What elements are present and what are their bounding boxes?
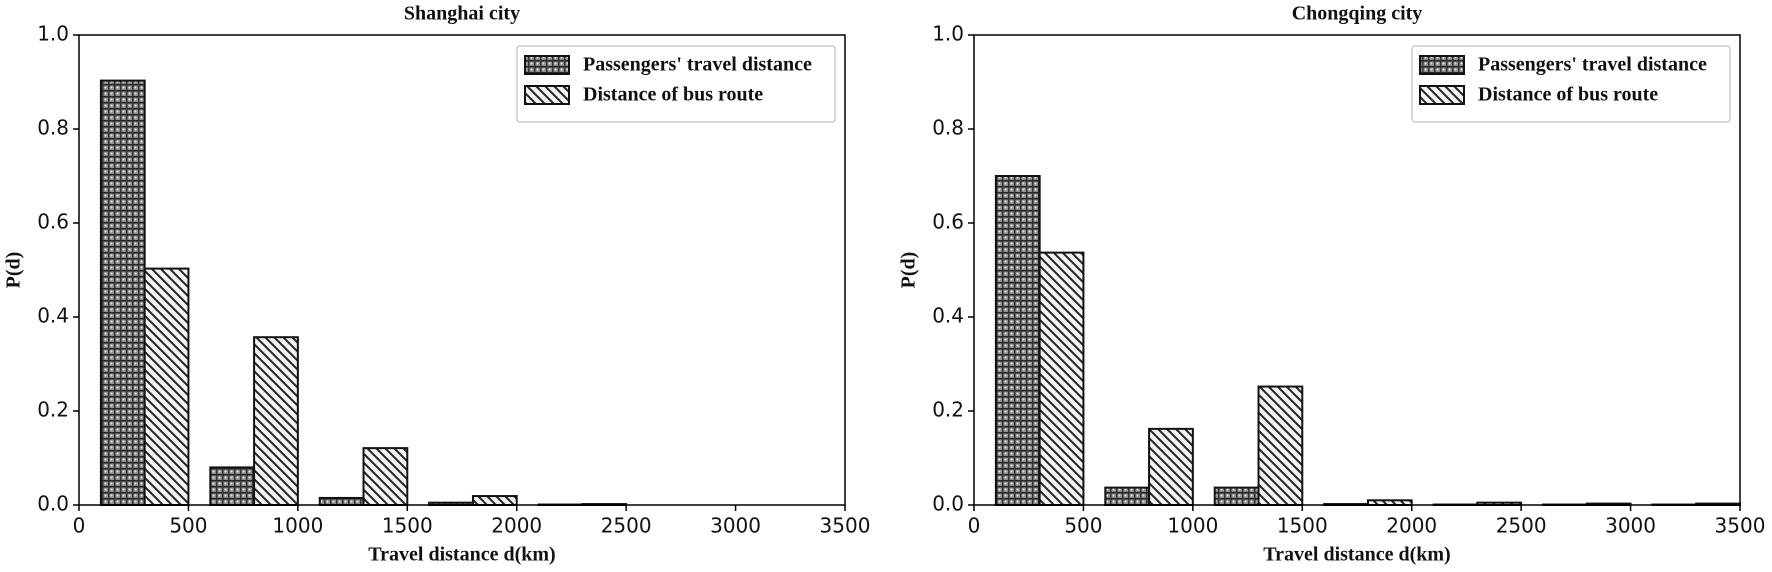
x-tick-label: 2000 bbox=[1386, 514, 1437, 538]
bar bbox=[99, 79, 146, 506]
bar bbox=[362, 447, 409, 507]
legend-label: Distance of bus route bbox=[583, 84, 763, 106]
legend-swatch bbox=[524, 55, 570, 75]
x-tick-label: 1500 bbox=[1277, 514, 1328, 538]
x-tick-label: 2500 bbox=[601, 514, 652, 538]
x-tick-label: 1000 bbox=[1167, 514, 1218, 538]
bar bbox=[318, 496, 365, 507]
y-tick-label: 0.4 bbox=[932, 304, 964, 328]
x-tick-label: 3000 bbox=[710, 514, 761, 538]
x-tick-label: 1000 bbox=[272, 514, 323, 538]
bar bbox=[994, 175, 1041, 506]
x-tick-label: 2000 bbox=[491, 514, 542, 538]
legend-swatch bbox=[1419, 85, 1465, 105]
y-tick-label: 0.0 bbox=[932, 492, 964, 516]
x-axis-label: Travel distance d(km) bbox=[1263, 544, 1450, 566]
y-tick-label: 0.0 bbox=[37, 492, 69, 516]
legend-box bbox=[1411, 45, 1731, 123]
bar bbox=[1148, 427, 1194, 506]
bar bbox=[209, 466, 256, 506]
plot-frame bbox=[973, 34, 1741, 506]
y-tick-label: 0.2 bbox=[37, 398, 69, 422]
x-tick-label: 500 bbox=[1064, 514, 1102, 538]
y-tick-label: 0.8 bbox=[37, 116, 69, 140]
x-tick-label: 0 bbox=[968, 514, 981, 538]
x-tick-label: 3000 bbox=[1605, 514, 1656, 538]
legend-label: Passengers' travel distance bbox=[1478, 54, 1707, 76]
x-tick-label: 1500 bbox=[382, 514, 433, 538]
x-tick-label: 0 bbox=[73, 514, 86, 538]
x-tick-label: 3500 bbox=[820, 514, 871, 538]
legend-swatch bbox=[524, 85, 570, 105]
bar bbox=[253, 336, 299, 506]
legend-box bbox=[516, 45, 836, 123]
x-tick-label: 3500 bbox=[1715, 514, 1766, 538]
legend-label: Passengers' travel distance bbox=[583, 54, 812, 76]
bar bbox=[143, 267, 190, 506]
y-axis-label: P(d) bbox=[3, 252, 25, 289]
y-tick-label: 0.4 bbox=[37, 304, 69, 328]
x-axis-label: Travel distance d(km) bbox=[368, 544, 555, 566]
plot-frame bbox=[78, 34, 846, 506]
y-tick-label: 0.2 bbox=[932, 398, 964, 422]
y-tick-label: 1.0 bbox=[37, 22, 69, 46]
bar bbox=[1213, 486, 1260, 506]
x-tick-label: 2500 bbox=[1496, 514, 1547, 538]
x-tick-label: 500 bbox=[169, 514, 207, 538]
legend-swatch bbox=[1419, 55, 1465, 75]
bar bbox=[1038, 251, 1085, 506]
y-tick-label: 0.6 bbox=[932, 210, 964, 234]
bar bbox=[1104, 486, 1151, 506]
bar bbox=[471, 495, 518, 507]
y-axis-label: P(d) bbox=[898, 252, 920, 289]
bar bbox=[1257, 385, 1304, 506]
y-tick-label: 1.0 bbox=[932, 22, 964, 46]
chart-title: Shanghai city bbox=[404, 3, 520, 25]
y-tick-label: 0.8 bbox=[932, 116, 964, 140]
y-tick-label: 0.6 bbox=[37, 210, 69, 234]
chart-title: Chongqing city bbox=[1292, 3, 1423, 25]
legend-label: Distance of bus route bbox=[1478, 84, 1658, 106]
